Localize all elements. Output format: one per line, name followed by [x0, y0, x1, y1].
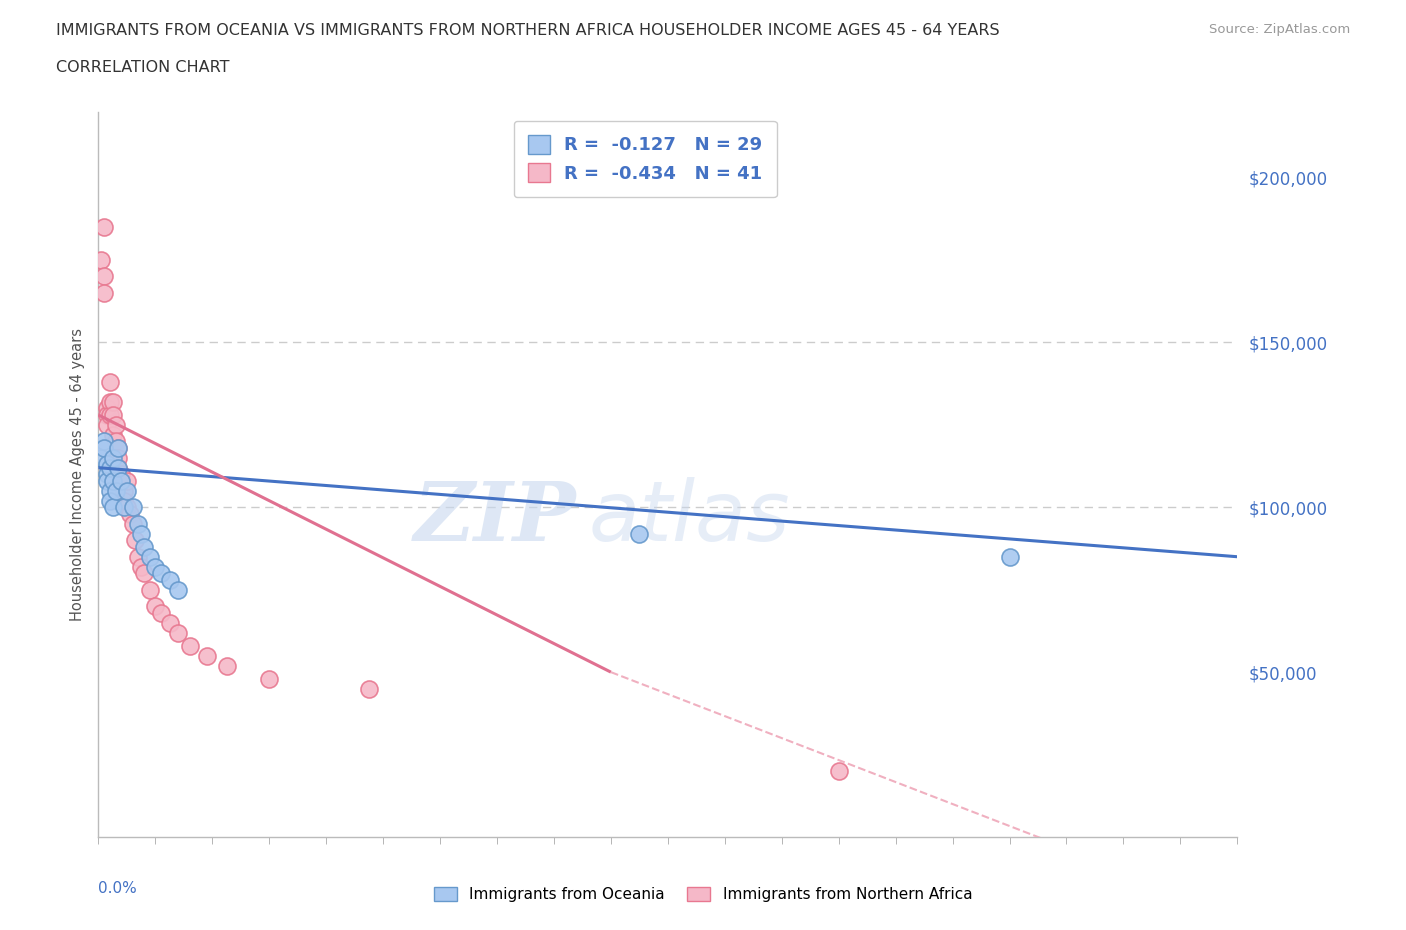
Point	[98, 493, 121, 508]
Point	[112, 493, 135, 508]
Point	[112, 499, 135, 514]
Point	[90, 450, 112, 465]
Point	[138, 550, 160, 565]
Point	[167, 625, 190, 640]
Point	[118, 507, 141, 522]
Point	[138, 582, 160, 597]
Point	[121, 516, 143, 531]
Point	[110, 473, 132, 488]
Text: Source: ZipAtlas.com: Source: ZipAtlas.com	[1209, 23, 1350, 36]
Point	[127, 516, 149, 531]
Point	[104, 484, 127, 498]
Point	[90, 253, 112, 268]
Point	[167, 582, 190, 597]
Point	[101, 450, 124, 465]
Point	[129, 559, 152, 574]
Point	[98, 484, 121, 498]
Point	[93, 441, 115, 456]
Point	[107, 441, 129, 456]
Legend: Immigrants from Oceania, Immigrants from Northern Africa: Immigrants from Oceania, Immigrants from…	[427, 881, 979, 909]
Point	[110, 473, 132, 488]
Point	[195, 648, 218, 663]
Point	[104, 434, 127, 449]
Point	[101, 473, 124, 488]
Point	[107, 441, 129, 456]
Point	[98, 375, 121, 390]
Text: ZIP: ZIP	[415, 478, 576, 558]
Text: CORRELATION CHART: CORRELATION CHART	[56, 60, 229, 75]
Point	[96, 473, 118, 488]
Point	[115, 499, 138, 514]
Point	[259, 671, 281, 686]
Point	[129, 526, 152, 541]
Text: IMMIGRANTS FROM OCEANIA VS IMMIGRANTS FROM NORTHERN AFRICA HOUSEHOLDER INCOME AG: IMMIGRANTS FROM OCEANIA VS IMMIGRANTS FR…	[56, 23, 1000, 38]
Point	[93, 286, 115, 300]
Point	[132, 539, 155, 554]
Point	[104, 418, 127, 432]
Text: 0.0%: 0.0%	[98, 881, 138, 896]
Point	[357, 681, 380, 696]
Point	[98, 394, 121, 409]
Point	[98, 460, 121, 475]
Point	[93, 219, 115, 234]
Point	[107, 460, 129, 475]
Y-axis label: Householder Income Ages 45 - 64 years: Householder Income Ages 45 - 64 years	[69, 327, 84, 621]
Point	[124, 533, 146, 548]
Point	[132, 565, 155, 580]
Point	[145, 599, 167, 614]
Text: atlas: atlas	[588, 477, 790, 558]
Point	[110, 467, 132, 482]
Point	[96, 401, 118, 416]
Point	[628, 526, 651, 541]
Point	[215, 658, 238, 673]
Point	[828, 764, 851, 778]
Point	[107, 450, 129, 465]
Point	[101, 407, 124, 422]
Point	[127, 550, 149, 565]
Point	[101, 499, 124, 514]
Point	[150, 605, 173, 620]
Point	[159, 616, 181, 631]
Point	[101, 427, 124, 442]
Point	[115, 473, 138, 488]
Point	[96, 457, 118, 472]
Point	[101, 394, 124, 409]
Point	[96, 407, 118, 422]
Point	[121, 499, 143, 514]
Point	[98, 407, 121, 422]
Point	[115, 484, 138, 498]
Point	[998, 550, 1021, 565]
Point	[179, 638, 201, 653]
Point	[112, 484, 135, 498]
Point	[93, 269, 115, 284]
Legend: R =  -0.127   N = 29, R =  -0.434   N = 41: R = -0.127 N = 29, R = -0.434 N = 41	[513, 121, 776, 197]
Point	[96, 418, 118, 432]
Point	[96, 467, 118, 482]
Point	[159, 572, 181, 587]
Point	[107, 460, 129, 475]
Point	[145, 559, 167, 574]
Point	[150, 565, 173, 580]
Point	[93, 434, 115, 449]
